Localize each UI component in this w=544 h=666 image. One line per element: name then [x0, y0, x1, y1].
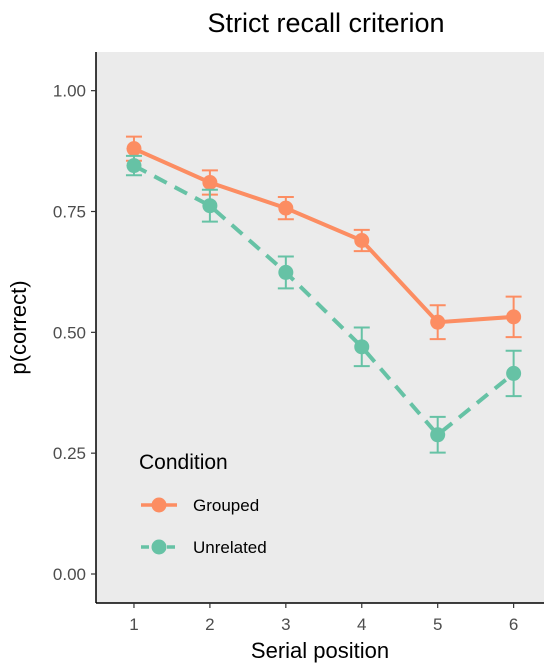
legend-items: Grouped Unrelated [141, 496, 267, 557]
y-tick-label: 1.00 [53, 82, 86, 101]
x-tick-label: 6 [509, 615, 518, 634]
x-tick-label: 3 [281, 615, 290, 634]
data-point [126, 158, 142, 174]
data-point [430, 427, 446, 443]
data-point [278, 200, 294, 216]
plot-panel [96, 52, 544, 603]
y-axis-title: p(correct) [6, 280, 31, 374]
legend-title: Condition [139, 451, 228, 474]
legend-label: Unrelated [193, 538, 267, 557]
data-point [126, 141, 142, 157]
data-point [506, 309, 522, 325]
series-grouped [125, 135, 522, 341]
series-unrelated [125, 154, 522, 454]
legend: Condition Grouped Unrelated [139, 451, 267, 557]
x-tick-label: 5 [433, 615, 442, 634]
data-point [354, 233, 370, 248]
data-point [278, 264, 294, 280]
legend-item: Unrelated [141, 538, 267, 557]
x-axis-title: Serial position [251, 638, 389, 663]
series-line [133, 163, 515, 438]
legend-key-point [151, 497, 167, 513]
legend-item: Grouped [141, 496, 259, 515]
y-tick-label: 0.50 [53, 323, 86, 342]
y-tick-label: 0.00 [53, 565, 86, 584]
legend-key-point [151, 539, 167, 555]
legend-label: Grouped [193, 496, 259, 515]
x-axis-ticks: 1 2 3 4 5 6 [129, 603, 518, 634]
y-tick-label: 0.75 [53, 203, 86, 222]
data-point [202, 198, 218, 214]
chart-title: Strict recall criterion [207, 8, 444, 38]
series-layer [125, 135, 522, 454]
data-point [430, 314, 446, 330]
x-tick-label: 1 [129, 615, 138, 634]
x-tick-label: 2 [205, 615, 214, 634]
series-line [133, 146, 514, 325]
data-point [202, 175, 218, 190]
data-point [506, 365, 522, 381]
x-tick-label: 4 [357, 615, 366, 634]
y-tick-label: 0.25 [53, 444, 86, 463]
data-point [354, 339, 370, 355]
y-axis-ticks: 0.00 0.25 0.50 0.75 1.00 [53, 82, 96, 584]
